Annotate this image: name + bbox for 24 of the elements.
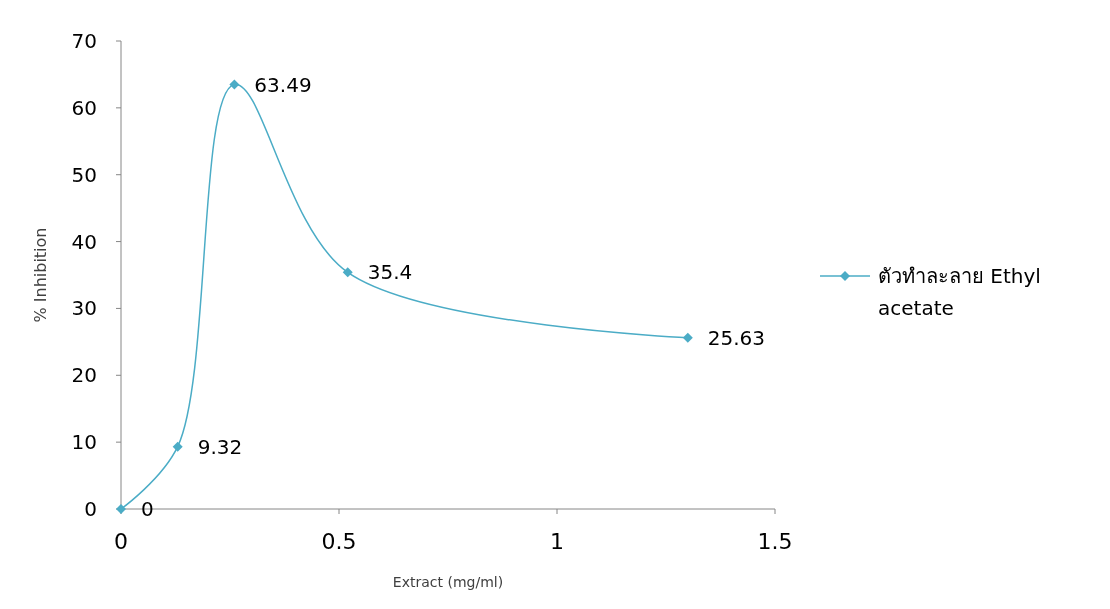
- y-axis-title: % Inhibition: [31, 227, 50, 323]
- point: [172, 441, 183, 452]
- x-tick-label: 1: [550, 529, 564, 554]
- point: [342, 267, 353, 278]
- y-tick-label: 10: [71, 430, 97, 455]
- data-label: 35.4: [367, 260, 413, 285]
- x-tick-label: 0.5: [321, 529, 357, 554]
- point: [229, 79, 240, 90]
- y-tick-label: 70: [71, 29, 97, 53]
- y-tick-label: 20: [71, 363, 97, 388]
- data-label: 25.63: [707, 325, 766, 350]
- x-tick-label: 0: [114, 529, 128, 554]
- y-tick-label: 0: [84, 497, 97, 521]
- y-tick-label: 30: [71, 296, 97, 321]
- y-tick-label: 60: [71, 95, 97, 120]
- data-label: 63.49: [254, 72, 312, 97]
- data-label: 9.32: [197, 434, 243, 459]
- legend-label: ตัวทำละลาย Ethyl acetate: [878, 264, 1041, 320]
- data-label: 0: [141, 497, 154, 521]
- y-tick-label: 40: [71, 229, 97, 254]
- x-axis-title: Extract (mg/ml): [392, 574, 504, 590]
- y-tick-label: 50: [71, 162, 97, 187]
- point: [682, 332, 693, 343]
- x-tick-label: 1.5: [757, 529, 793, 554]
